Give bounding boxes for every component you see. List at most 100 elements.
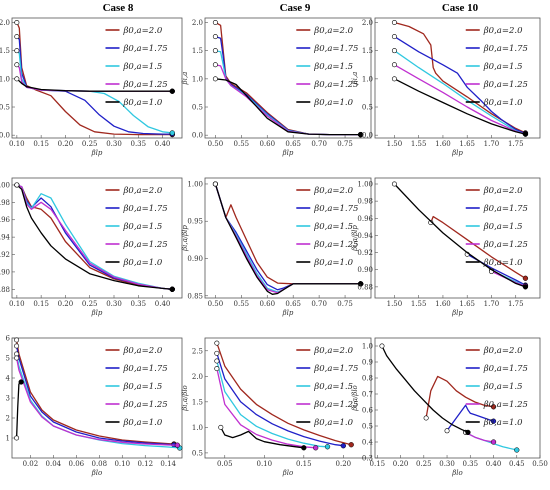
series-start-marker: [14, 355, 20, 361]
series-end-marker: [301, 445, 307, 451]
chart-panel-1: 0.10 0.15 0.20 0.25 0.30 0.35 0.40 0.0 0.5 1.0 1.5…: [0, 17, 183, 157]
plot-frame: [374, 337, 541, 459]
series-line-5: [15, 381, 22, 439]
x-tick-label: 0.30: [106, 140, 122, 148]
plot-frame: [374, 177, 541, 299]
series-start-marker: [14, 34, 20, 40]
series-end-marker: [490, 404, 497, 410]
legend-label-3: β0,a=1.5: [313, 62, 353, 72]
y-tick-label: 0.0: [0, 132, 10, 140]
legend-label-1: β0,a=2.0: [483, 26, 523, 36]
y-axis-label: βi,a: [181, 72, 189, 86]
legend-label-2: β0,a=1.75: [123, 204, 168, 214]
series-line-1: [216, 342, 352, 446]
legend-label-3: β0,a=1.5: [483, 382, 523, 392]
case-10-title: Case 10: [442, 2, 479, 14]
series-line-4: [216, 368, 316, 449]
series-line-3: [16, 184, 173, 290]
x-tick-label: 0.20: [336, 460, 352, 468]
y-tick-label: 1.00: [357, 181, 373, 189]
series-end-marker: [490, 439, 497, 445]
series-start-marker: [212, 34, 218, 40]
y-tick-label: 0.5: [192, 449, 203, 457]
y-tick-label: 0.6: [362, 407, 374, 415]
x-tick-label: 1.60: [435, 140, 451, 148]
legend-label-4: β0,a=1.25: [123, 240, 168, 250]
series-line-5: [393, 183, 526, 288]
y-tick-label: 1.5: [192, 398, 203, 406]
chart-panel-7: 0.020.040.060.080.100.120.14123456βloβi,…: [6, 335, 183, 477]
x-tick-label: 0.05: [217, 460, 233, 468]
chart-panel-3: 1.50 1.55 1.60 1.65 1.70 1.75 0.0 0.5 1.0 1.5 2.0 β…: [351, 17, 541, 157]
panels-layer: 0.10 0.15 0.20 0.25 0.30 0.35 0.400.00.51.01.5…: [0, 17, 548, 477]
legend-label-1: β0,a=2.0: [123, 186, 163, 196]
legend-label-5: β0,a=1.0: [483, 98, 523, 108]
x-tick-label: 0.75: [337, 140, 353, 148]
series-start-marker: [391, 34, 397, 40]
series-start-marker: [14, 337, 20, 343]
series-line-4: [16, 184, 173, 290]
x-tick-label: 0.25: [416, 460, 432, 468]
x-tick-label: 0.65: [285, 140, 301, 148]
legend-label-2: β0,a=1.75: [483, 204, 528, 214]
series-start-marker: [444, 428, 450, 434]
x-axis-label: βlp: [282, 309, 294, 317]
y-tick-label: 0.5: [362, 423, 373, 431]
series-end-marker: [313, 445, 319, 451]
series-line-2: [216, 353, 344, 447]
legend-label-1: β0,a=2.0: [123, 346, 163, 356]
x-tick-label: 0.10: [256, 460, 272, 468]
series-line-1: [16, 22, 173, 136]
legend-label-5: β0,a=1.0: [123, 98, 163, 108]
y-tick-label: 0.0: [192, 132, 203, 140]
y-axis-label: βi,a/βlp: [181, 225, 189, 252]
legend-label-5: β0,a=1.0: [483, 258, 523, 268]
y-tick-label: 4: [6, 375, 11, 383]
x-tick-label: 0.14: [160, 460, 176, 468]
y-tick-label: 0.5: [362, 104, 373, 112]
x-tick-label: 0.75: [337, 300, 353, 308]
legend-label-1: β0,a=2.0: [313, 186, 353, 196]
x-tick-label: 1.60: [435, 300, 451, 308]
series-start-marker: [218, 424, 224, 430]
y-tick-label: 1.0: [0, 75, 10, 83]
y-tick-label: 0.4: [362, 439, 374, 447]
x-tick-label: 0.40: [486, 460, 502, 468]
chart-panel-5: 0.50 0.55 0.60 0.65 0.70 0.75 0.85 0.90 0.95 1.00…: [181, 177, 372, 317]
series-end-marker: [522, 275, 529, 281]
legend-label-2: β0,a=1.75: [483, 44, 528, 54]
legend-label-4: β0,a=1.25: [483, 80, 528, 90]
x-tick-label: 1.50: [387, 140, 403, 148]
x-tick-label: 0.55: [234, 140, 250, 148]
series-start-marker: [214, 358, 220, 364]
x-tick-label: 1.70: [484, 140, 500, 148]
x-tick-label: 0.55: [234, 300, 250, 308]
x-tick-label: 0.25: [82, 140, 98, 148]
y-tick-label: 6: [6, 335, 11, 343]
chart-panel-4: 0.10 0.15 0.20 0.25 0.30 0.35 0.40 0.88 0.90 0.92…: [0, 177, 183, 317]
x-tick-label: 0.10: [9, 140, 25, 148]
x-tick-label: 1.65: [459, 140, 475, 148]
y-tick-label: 0.96: [357, 215, 373, 223]
x-axis-label: βlp: [451, 149, 463, 157]
x-tick-label: 0.50: [208, 140, 224, 148]
series-line-2: [15, 345, 175, 446]
series-end-marker: [324, 444, 331, 450]
legend-label-1: β0,a=2.0: [483, 346, 523, 356]
x-axis-label: βlp: [91, 149, 103, 157]
series-start-marker: [214, 366, 220, 372]
series-line-5: [215, 78, 361, 136]
case-8-title: Case 8: [103, 2, 134, 14]
series-start-marker: [14, 182, 20, 188]
series-end-marker: [348, 442, 354, 448]
y-tick-label: 3: [6, 395, 10, 403]
y-tick-label: 1.0: [362, 75, 373, 83]
y-tick-label: 0.5: [192, 104, 203, 112]
series-line-5: [394, 78, 526, 135]
legend-label-5: β0,a=1.0: [313, 258, 353, 268]
series-start-marker: [14, 76, 20, 82]
legend-label-2: β0,a=1.75: [313, 204, 358, 214]
x-tick-label: 0.45: [509, 460, 525, 468]
x-tick-label: 0.10: [114, 460, 130, 468]
